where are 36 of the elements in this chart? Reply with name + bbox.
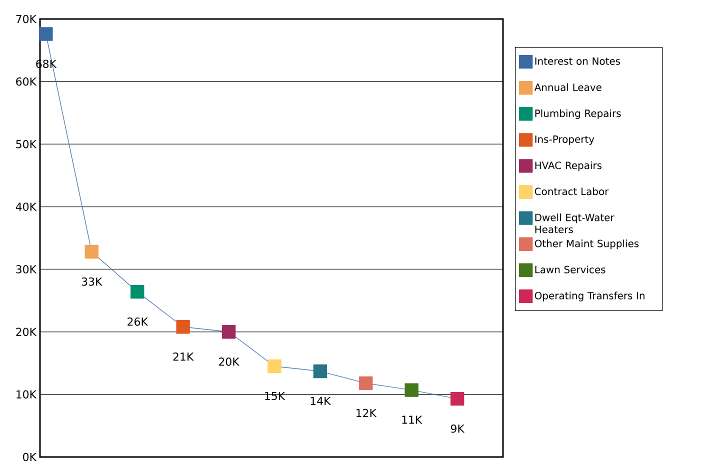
legend-label: Lawn Services [535, 266, 606, 274]
y-tick-label: 10K [16, 390, 37, 399]
point [313, 364, 328, 378]
data-label: 26K [128, 317, 148, 326]
point [359, 376, 373, 390]
data-label: 14K [310, 396, 331, 405]
point [176, 320, 190, 334]
data-label: 33K [82, 277, 102, 286]
point [404, 383, 418, 397]
legend-label: Annual Leave [534, 83, 602, 92]
y-tick-label: 60K [16, 77, 37, 86]
point [84, 244, 98, 259]
legend-label: Plumbing Repairs [535, 109, 621, 120]
data-label: 12K [356, 408, 377, 417]
data-label: 9K [450, 424, 465, 433]
legend-label: Ins-Property [535, 136, 594, 145]
y-tick-label: 0K [23, 452, 37, 462]
legend-label: Operating Transfers In [534, 292, 644, 302]
legend-label: Other Maint Supplies [534, 240, 639, 250]
point [39, 27, 53, 41]
point [222, 325, 236, 339]
y-tick-label: 50K [16, 140, 37, 148]
y-tick-label: 20K [16, 328, 37, 336]
legend-label: Dwell Eqt-Water Heaters [535, 214, 614, 234]
y-tick-label: 30K [16, 265, 37, 274]
y-tick-label: 40K [16, 202, 37, 211]
legend-label: Contract Labor [534, 187, 609, 196]
legend-label: Interest on Notes [535, 57, 620, 65]
data-label: 11K [402, 416, 422, 424]
point [268, 359, 282, 374]
legend-label: HVAC Repairs [535, 161, 602, 172]
data-label: 20K [219, 358, 240, 366]
y-tick-label: 70K [16, 14, 37, 24]
point [130, 284, 144, 299]
point [450, 392, 464, 406]
data-label: 21K [173, 352, 194, 361]
